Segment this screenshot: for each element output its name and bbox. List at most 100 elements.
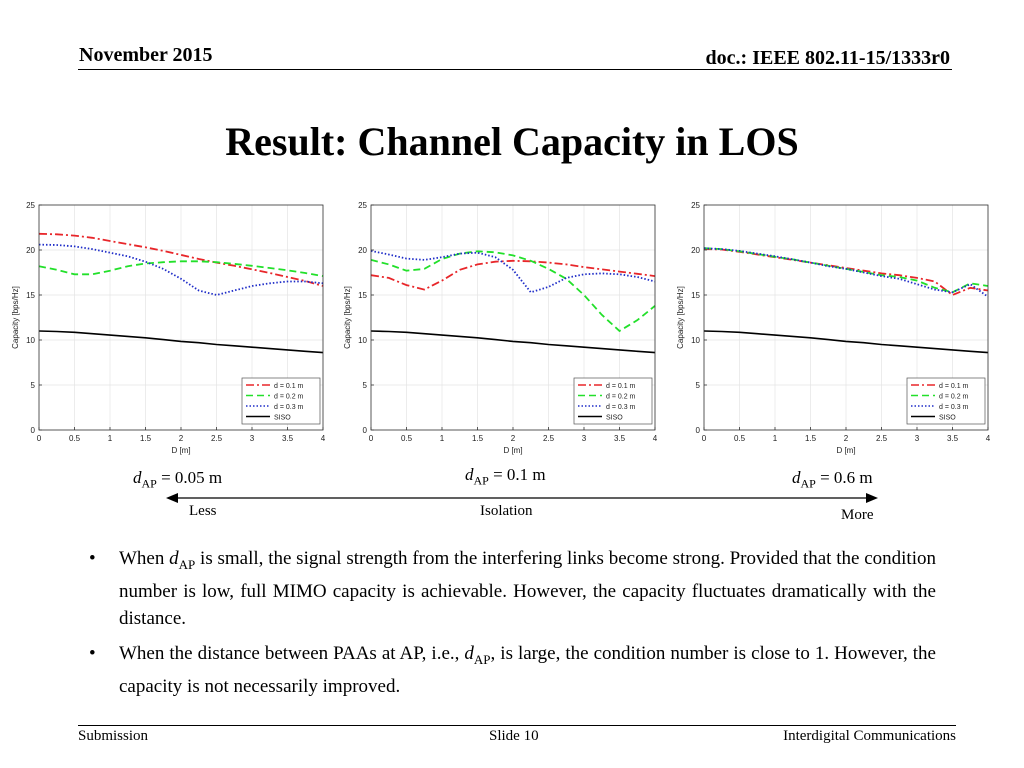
- y-tick-label: 15: [358, 291, 367, 300]
- series-line: [703, 330, 989, 354]
- y-tick-label: 15: [691, 291, 700, 300]
- dap-subscript: AP: [800, 476, 816, 491]
- legend-label: d = 0.2 m: [939, 393, 969, 400]
- x-tick-label: 0.5: [734, 434, 746, 443]
- chart-svg: 0 0.5 1 1.5 2 2.5 3 3.5 4 0 5 10 15 20 25 D [m] Capacity…: [343, 201, 658, 455]
- x-tick-label: 3.5: [947, 434, 959, 443]
- y-tick-label: 0: [31, 426, 36, 435]
- capacity-chart-dap-0.05: 0 0.5 1 1.5 2 2.5 3 3.5 4 0 5 10 15 20 25 D [m] Capacity…: [10, 195, 328, 457]
- legend-label: d = 0.3 m: [606, 404, 636, 411]
- series-line: [370, 250, 656, 333]
- x-tick-label: 1.5: [140, 434, 152, 443]
- x-tick-label: 1: [440, 434, 445, 443]
- bullet-item: • When the distance between PAAs at AP, …: [89, 640, 936, 700]
- bullet-dot: •: [89, 548, 96, 569]
- legend-label: d = 0.2 m: [274, 393, 304, 400]
- y-tick-label: 20: [691, 246, 700, 255]
- x-tick-label: 4: [321, 434, 326, 443]
- series-line: [703, 247, 989, 298]
- legend-label: d = 0.3 m: [939, 404, 969, 411]
- bullet-subscript: AP: [473, 651, 491, 667]
- x-tick-label: 3: [915, 434, 920, 443]
- legend-label: SISO: [939, 414, 956, 421]
- y-tick-label: 0: [696, 426, 701, 435]
- y-tick-label: 5: [696, 381, 701, 390]
- series-line: [703, 248, 989, 297]
- legend-label: SISO: [606, 414, 623, 421]
- x-tick-label: 1.5: [805, 434, 817, 443]
- y-tick-label: 15: [26, 291, 35, 300]
- x-tick-label: 3.5: [614, 434, 626, 443]
- x-tick-label: 0.5: [401, 434, 413, 443]
- x-tick-label: 0.5: [69, 434, 81, 443]
- x-tick-label: 3: [582, 434, 587, 443]
- y-tick-label: 10: [358, 336, 367, 345]
- chart-svg: 0 0.5 1 1.5 2 2.5 3 3.5 4 0 5 10 15 20 25 D [m] Capacity…: [11, 201, 326, 455]
- slide-title: Result: Channel Capacity in LOS: [225, 119, 799, 164]
- dap-symbol: d: [792, 468, 801, 487]
- header-doc-id: doc.: IEEE 802.11-15/1333r0: [705, 47, 950, 69]
- series-line: [38, 330, 324, 354]
- isolation-less-label: Less: [189, 503, 217, 519]
- y-tick-label: 20: [358, 246, 367, 255]
- y-tick-label: 20: [26, 246, 35, 255]
- series-line: [38, 260, 324, 277]
- dap-symbol: d: [133, 468, 142, 487]
- dap-value: = 0.05 m: [161, 468, 223, 487]
- bullet-list: • When dAP is small, the signal strength…: [89, 545, 936, 708]
- x-tick-label: 0: [702, 434, 707, 443]
- x-tick-label: 1: [108, 434, 113, 443]
- isolation-arrow: [166, 493, 878, 503]
- isolation-label: Isolation: [480, 503, 533, 519]
- series-line: [370, 259, 656, 291]
- y-axis-label: Capacity [bps/Hz]: [343, 286, 352, 349]
- y-axis-label: Capacity [bps/Hz]: [676, 286, 685, 349]
- x-tick-label: 4: [986, 434, 991, 443]
- bullet-text-pre: When the distance between PAAs at AP, i.…: [119, 642, 465, 664]
- legend-label: d = 0.1 m: [274, 383, 304, 390]
- y-axis-label: Capacity [bps/Hz]: [11, 286, 20, 349]
- y-tick-label: 5: [363, 381, 368, 390]
- header-divider: [78, 69, 952, 70]
- series-line: [38, 243, 324, 296]
- x-tick-label: 1: [773, 434, 778, 443]
- bullet-symbol: d: [169, 548, 179, 569]
- x-tick-label: 2: [511, 434, 516, 443]
- isolation-more-label: More: [841, 507, 874, 523]
- x-tick-label: 0: [37, 434, 42, 443]
- x-tick-label: 2.5: [543, 434, 555, 443]
- series-line: [370, 330, 656, 354]
- legend-label: d = 0.1 m: [939, 383, 969, 390]
- y-tick-label: 25: [26, 201, 35, 210]
- x-axis-label: D [m]: [836, 446, 855, 455]
- series-line: [38, 232, 324, 287]
- chart-svg: 0 0.5 1 1.5 2 2.5 3 3.5 4 0 5 10 15 20 25 D [m] Capacity…: [676, 201, 991, 455]
- dap-subscript: AP: [141, 476, 157, 491]
- x-tick-label: 2.5: [876, 434, 888, 443]
- dap-label-1: dAP = 0.05 m: [133, 468, 222, 491]
- bullet-item: • When dAP is small, the signal strength…: [89, 545, 936, 632]
- dap-value: = 0.6 m: [820, 468, 873, 487]
- dap-symbol: d: [465, 465, 474, 484]
- capacity-chart-dap-0.1: 0 0.5 1 1.5 2 2.5 3 3.5 4 0 5 10 15 20 25 D [m] Capacity…: [342, 195, 660, 457]
- bullet-text-post: is small, the signal strength from the i…: [119, 548, 936, 629]
- x-axis-label: D [m]: [503, 446, 522, 455]
- bullet-dot: •: [89, 642, 96, 664]
- x-axis-label: D [m]: [171, 446, 190, 455]
- y-tick-label: 25: [691, 201, 700, 210]
- x-tick-label: 0: [369, 434, 374, 443]
- footer-divider: [78, 725, 956, 726]
- dap-label-3: dAP = 0.6 m: [792, 468, 873, 491]
- y-tick-label: 25: [358, 201, 367, 210]
- dap-value: = 0.1 m: [493, 465, 546, 484]
- x-tick-label: 3.5: [282, 434, 294, 443]
- bullet-text-pre: When: [119, 548, 170, 569]
- footer-slide-number: Slide 10: [489, 728, 539, 744]
- x-tick-label: 2: [179, 434, 184, 443]
- legend-label: SISO: [274, 414, 291, 421]
- bullet-subscript: AP: [178, 556, 196, 572]
- x-tick-label: 4: [653, 434, 658, 443]
- legend-label: d = 0.3 m: [274, 404, 304, 411]
- y-tick-label: 5: [31, 381, 36, 390]
- capacity-chart-dap-0.6: 0 0.5 1 1.5 2 2.5 3 3.5 4 0 5 10 15 20 25 D [m] Capacity…: [675, 195, 993, 457]
